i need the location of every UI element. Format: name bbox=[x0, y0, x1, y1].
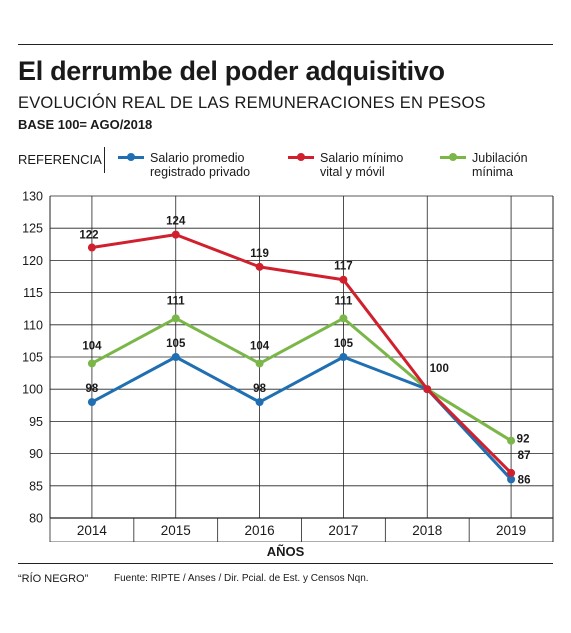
y-tick-label: 105 bbox=[22, 351, 43, 365]
data-label: 105 bbox=[334, 338, 354, 350]
data-label: 111 bbox=[167, 295, 186, 307]
legend-separator bbox=[104, 147, 105, 173]
y-tick-label: 85 bbox=[29, 479, 43, 493]
x-tick-label: 2018 bbox=[412, 523, 442, 538]
y-tick-label: 130 bbox=[22, 190, 43, 204]
data-label: 92 bbox=[517, 434, 530, 446]
y-tick-label: 90 bbox=[29, 447, 43, 461]
data-label: 87 bbox=[518, 450, 531, 462]
base-note: BASE 100= AGO/2018 bbox=[18, 117, 153, 132]
x-tick-label: 2017 bbox=[328, 523, 358, 538]
bottom-rule bbox=[18, 563, 553, 564]
chart-subtitle: EVOLUCIÓN REAL DE LAS REMUNERACIONES EN … bbox=[18, 94, 486, 112]
data-label: 117 bbox=[334, 261, 353, 273]
data-point-2-2 bbox=[255, 359, 264, 368]
data-point-2-1 bbox=[171, 314, 180, 323]
legend-label: REFERENCIA bbox=[18, 152, 102, 167]
data-point-2-3 bbox=[339, 314, 348, 323]
data-point-0-1 bbox=[171, 353, 180, 361]
series-line-1 bbox=[91, 233, 513, 474]
data-label: 98 bbox=[86, 383, 99, 395]
data-label: 98 bbox=[253, 383, 266, 395]
legend-text-jubilacion: Jubilación mínima bbox=[472, 151, 528, 179]
legend-text-salario-minimo: Salario mínimo vital y móvil bbox=[320, 151, 404, 179]
legend-key-salario-privado bbox=[118, 153, 144, 161]
data-point-0-3 bbox=[339, 353, 348, 361]
y-tick-label: 115 bbox=[23, 286, 43, 300]
y-tick-label: 110 bbox=[23, 318, 43, 332]
data-label: 119 bbox=[250, 248, 269, 260]
y-tick-label: 95 bbox=[29, 415, 43, 429]
data-label: 104 bbox=[82, 340, 102, 352]
data-point-0-5 bbox=[507, 475, 516, 484]
legend-item-salario-minimo: Salario mínimo vital y móvil bbox=[288, 151, 403, 179]
data-label: 105 bbox=[166, 338, 186, 350]
line-chart: 80 85 90 95 100 105 110 115 120 125 130 2014 2015 201… bbox=[22, 190, 554, 542]
series-line-2 bbox=[91, 316, 512, 442]
data-point-1-2 bbox=[255, 262, 264, 271]
data-point-1-0 bbox=[87, 243, 96, 252]
y-tick-label: 80 bbox=[29, 512, 43, 526]
data-point-2-5 bbox=[507, 436, 516, 445]
data-point-1-1 bbox=[171, 230, 180, 239]
x-tick-label: 2016 bbox=[245, 523, 275, 538]
data-point-2-0 bbox=[87, 359, 96, 368]
data-point-0-2 bbox=[255, 398, 264, 407]
data-label: 111 bbox=[334, 295, 353, 307]
x-tick-label: 2014 bbox=[77, 523, 108, 538]
x-tick-label: 2015 bbox=[161, 523, 191, 538]
y-tick-label: 120 bbox=[22, 254, 43, 268]
legend-item-salario-privado: Salario promedio registrado privado bbox=[118, 151, 250, 179]
series-line-0 bbox=[91, 355, 513, 481]
data-point-0-0 bbox=[87, 398, 96, 407]
data-label: 86 bbox=[518, 474, 531, 486]
data-label: 124 bbox=[166, 216, 186, 228]
legend-key-salario-minimo bbox=[288, 153, 314, 161]
x-tick-label: 2019 bbox=[496, 523, 526, 538]
footer-brand: “RÍO NEGRO” bbox=[18, 573, 89, 585]
legend-item-jubilacion: Jubilación mínima bbox=[440, 151, 528, 179]
data-point-1-4 bbox=[423, 385, 432, 394]
y-tick-label: 100 bbox=[22, 383, 43, 397]
footer-source: Fuente: RIPTE / Anses / Dir. Pcial. de E… bbox=[114, 573, 369, 584]
y-tick-label: 125 bbox=[22, 222, 43, 236]
data-label: 104 bbox=[250, 340, 270, 352]
chart-title: El derrumbe del poder adquisitivo bbox=[18, 56, 445, 86]
data-label: 100 bbox=[430, 363, 449, 375]
legend-key-jubilacion bbox=[440, 153, 466, 161]
data-label: 122 bbox=[79, 230, 98, 242]
top-rule bbox=[18, 44, 553, 45]
legend-text-salario-privado: Salario promedio registrado privado bbox=[150, 151, 251, 179]
data-point-1-3 bbox=[339, 275, 348, 284]
data-point-1-5 bbox=[507, 468, 516, 477]
x-axis-title: AÑOS bbox=[266, 544, 305, 559]
